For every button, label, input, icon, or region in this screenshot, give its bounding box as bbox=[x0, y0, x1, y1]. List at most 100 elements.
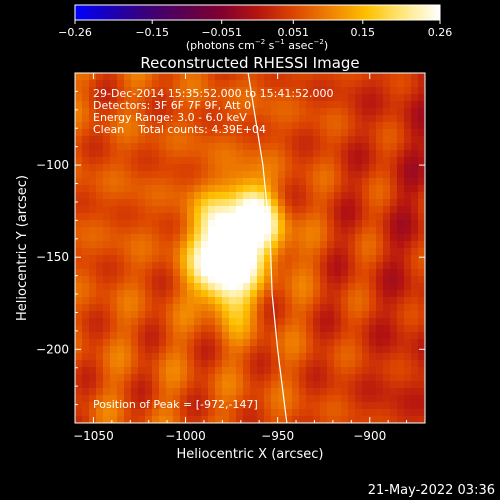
heatmap-cell bbox=[166, 73, 174, 81]
heatmap-cell bbox=[397, 143, 405, 151]
heatmap-cell bbox=[341, 115, 349, 123]
heatmap-cell bbox=[369, 304, 377, 312]
heatmap-cell bbox=[110, 80, 118, 88]
heatmap-cell bbox=[243, 101, 251, 109]
heatmap-cell bbox=[243, 129, 251, 137]
heatmap-cell bbox=[404, 297, 412, 305]
heatmap-cell bbox=[278, 234, 286, 242]
heatmap-cell bbox=[180, 150, 188, 158]
heatmap-cell bbox=[362, 80, 370, 88]
heatmap-cell bbox=[82, 87, 90, 95]
heatmap-cell bbox=[313, 381, 321, 389]
heatmap-cell bbox=[89, 178, 97, 186]
heatmap-cell bbox=[348, 80, 356, 88]
heatmap-cell bbox=[215, 353, 223, 361]
heatmap-cell bbox=[152, 283, 160, 291]
heatmap-cell bbox=[103, 262, 111, 270]
heatmap-cell bbox=[334, 227, 342, 235]
heatmap-cell bbox=[271, 185, 279, 193]
heatmap-cell bbox=[320, 108, 328, 116]
heatmap-cell bbox=[103, 409, 111, 417]
heatmap-cell bbox=[327, 360, 335, 368]
heatmap-cell bbox=[215, 304, 223, 312]
heatmap-cell bbox=[194, 304, 202, 312]
heatmap-cell bbox=[390, 185, 398, 193]
heatmap-cell bbox=[299, 178, 307, 186]
heatmap-cell bbox=[362, 164, 370, 172]
heatmap-cell bbox=[110, 122, 118, 130]
heatmap-cell bbox=[299, 108, 307, 116]
heatmap-cell bbox=[110, 353, 118, 361]
heatmap-cell bbox=[138, 367, 146, 375]
heatmap-cell bbox=[159, 388, 167, 396]
heatmap-cell bbox=[131, 269, 139, 277]
heatmap-cell bbox=[166, 185, 174, 193]
heatmap-cell bbox=[320, 311, 328, 319]
heatmap-cell bbox=[355, 206, 363, 214]
heatmap-cell bbox=[173, 164, 181, 172]
heatmap-cell bbox=[110, 94, 118, 102]
heatmap-cell bbox=[131, 367, 139, 375]
heatmap-cell bbox=[299, 136, 307, 144]
heatmap-cell bbox=[110, 367, 118, 375]
heatmap-cell bbox=[89, 367, 97, 375]
heatmap-cell bbox=[299, 395, 307, 403]
heatmap-cell bbox=[383, 164, 391, 172]
heatmap-cell bbox=[257, 269, 265, 277]
heatmap-cell bbox=[355, 297, 363, 305]
heatmap-cell bbox=[173, 115, 181, 123]
heatmap-cell bbox=[145, 199, 153, 207]
heatmap-cell bbox=[75, 234, 83, 242]
heatmap-cell bbox=[418, 122, 425, 130]
heatmap-cell bbox=[404, 276, 412, 284]
heatmap-cell bbox=[411, 311, 419, 319]
heatmap-cell bbox=[320, 248, 328, 256]
heatmap-cell bbox=[348, 129, 356, 137]
heatmap-cell bbox=[243, 248, 251, 256]
heatmap-cell bbox=[327, 262, 335, 270]
heatmap-cell bbox=[355, 234, 363, 242]
heatmap-cell bbox=[348, 318, 356, 326]
heatmap-cell bbox=[96, 129, 104, 137]
heatmap-cell bbox=[397, 80, 405, 88]
heatmap-cell bbox=[236, 367, 244, 375]
heatmap-cell bbox=[215, 367, 223, 375]
heatmap-cell bbox=[222, 395, 230, 403]
heatmap-cell bbox=[306, 185, 314, 193]
heatmap-cell bbox=[187, 164, 195, 172]
heatmap-cell bbox=[418, 374, 425, 382]
heatmap-cell bbox=[355, 360, 363, 368]
heatmap-cell bbox=[299, 339, 307, 347]
heatmap-cell bbox=[110, 227, 118, 235]
heatmap-cell bbox=[306, 143, 314, 151]
heatmap-cell bbox=[243, 241, 251, 249]
heatmap-cell bbox=[313, 416, 321, 423]
heatmap-cell bbox=[103, 395, 111, 403]
heatmap-cell bbox=[250, 80, 258, 88]
heatmap-cell bbox=[96, 164, 104, 172]
heatmap-cell bbox=[194, 157, 202, 165]
heatmap-cell bbox=[362, 199, 370, 207]
heatmap-cell bbox=[159, 339, 167, 347]
heatmap-cell bbox=[124, 339, 132, 347]
heatmap-cell bbox=[152, 206, 160, 214]
heatmap-cell bbox=[327, 108, 335, 116]
heatmap-cell bbox=[110, 388, 118, 396]
heatmap-cell bbox=[418, 129, 425, 137]
heatmap-cell bbox=[75, 297, 83, 305]
heatmap-cell bbox=[306, 318, 314, 326]
heatmap-cell bbox=[152, 220, 160, 228]
heatmap-cell bbox=[313, 241, 321, 249]
heatmap-cell bbox=[348, 395, 356, 403]
heatmap-cell bbox=[96, 206, 104, 214]
heatmap-cell bbox=[89, 381, 97, 389]
heatmap-cell bbox=[187, 318, 195, 326]
heatmap-cell bbox=[376, 213, 384, 221]
heatmap-cell bbox=[110, 290, 118, 298]
heatmap-cell bbox=[411, 367, 419, 375]
heatmap-cell bbox=[390, 283, 398, 291]
heatmap-cell bbox=[257, 395, 265, 403]
heatmap-cell bbox=[110, 283, 118, 291]
heatmap-cell bbox=[89, 108, 97, 116]
heatmap-cell bbox=[369, 227, 377, 235]
